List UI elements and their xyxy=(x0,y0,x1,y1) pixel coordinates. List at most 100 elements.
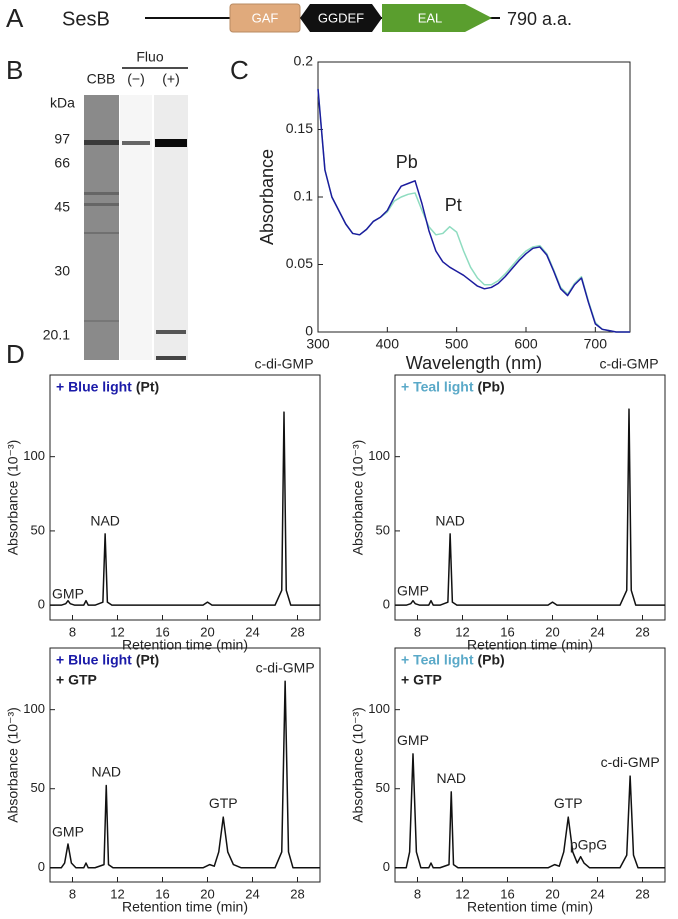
y-tick-label: 100 xyxy=(23,448,45,463)
y-axis-label: Absorbance xyxy=(257,149,277,245)
protein-name: SesB xyxy=(62,8,110,30)
marker-label: 97 xyxy=(54,131,70,147)
x-tick-label: 24 xyxy=(245,886,259,901)
y-tick-label: 0.05 xyxy=(286,255,313,271)
x-tick-label: 24 xyxy=(245,624,259,639)
x-axis-label: Retention time (min) xyxy=(122,637,248,653)
panel-label: D xyxy=(6,339,25,369)
annotation: GTP xyxy=(554,795,583,811)
y-tick-label: 0 xyxy=(38,597,45,612)
marker-label: 45 xyxy=(54,199,70,215)
x-tick-label: 28 xyxy=(635,624,649,639)
chart-title-suffix: (Pb) xyxy=(477,652,504,668)
y-tick-label: 100 xyxy=(23,701,45,716)
annotation: GMP xyxy=(397,582,429,598)
x-tick-label: 12 xyxy=(110,886,124,901)
chart-title-suffix: (Pt) xyxy=(136,379,159,395)
x-tick-label: 24 xyxy=(590,624,604,639)
annotation: GMP xyxy=(397,732,429,748)
annotation: c-di-GMP xyxy=(256,659,315,675)
x-tick-label: 28 xyxy=(290,624,304,639)
domain-label: GAF xyxy=(252,10,279,25)
annotation: Pt xyxy=(445,195,462,215)
y-tick-label: 0.1 xyxy=(294,188,314,204)
lane-label: CBB xyxy=(87,71,116,87)
y-tick-label: 0.15 xyxy=(286,120,313,136)
x-tick-label: 700 xyxy=(584,336,608,352)
annotation: GMP xyxy=(52,585,84,601)
protein-length: 790 a.a. xyxy=(507,9,572,29)
x-tick-label: 8 xyxy=(69,886,76,901)
y-tick-label: 50 xyxy=(31,780,45,795)
x-tick-label: 16 xyxy=(500,886,514,901)
x-axis-label: Retention time (min) xyxy=(122,899,248,915)
plot-frame xyxy=(394,374,666,621)
chromatogram-line xyxy=(395,753,665,869)
chart-subtitle: + GTP xyxy=(401,672,442,688)
y-tick-label: 0 xyxy=(305,323,313,339)
x-axis-label: Retention time (min) xyxy=(467,637,593,653)
x-tick-label: 20 xyxy=(545,624,559,639)
y-tick-label: 0 xyxy=(383,597,390,612)
annotation: c-di-GMP xyxy=(599,355,658,371)
x-tick-label: 28 xyxy=(290,886,304,901)
x-tick-label: 16 xyxy=(500,624,514,639)
ggdef-domain xyxy=(300,4,382,32)
x-tick-label: 20 xyxy=(200,886,214,901)
y-tick-label: 50 xyxy=(376,522,390,537)
x-tick-label: 400 xyxy=(376,336,400,352)
x-tick-label: 16 xyxy=(155,624,169,639)
annotation: NAD xyxy=(90,513,120,529)
x-tick-label: 16 xyxy=(155,886,169,901)
domain-label: GGDEF xyxy=(318,10,364,25)
spectrum-line xyxy=(317,88,630,333)
x-tick-label: 8 xyxy=(69,624,76,639)
x-tick-label: 20 xyxy=(200,624,214,639)
panel-label: A xyxy=(6,3,24,33)
x-axis-label: Retention time (min) xyxy=(467,899,593,915)
marker-label: 20.1 xyxy=(43,327,70,343)
annotation: pGpG xyxy=(570,836,607,852)
y-axis-label: Absorbance (10⁻³) xyxy=(350,440,366,556)
marker-label: 66 xyxy=(54,155,70,171)
chart-title-suffix: (Pb) xyxy=(477,379,504,395)
chromatogram-line xyxy=(50,411,320,606)
plot-frame xyxy=(394,647,666,883)
x-tick-label: 20 xyxy=(545,886,559,901)
y-tick-label: 0 xyxy=(38,859,45,874)
x-tick-label: 28 xyxy=(635,886,649,901)
chart-title: + Teal light xyxy=(401,652,474,668)
x-tick-label: 12 xyxy=(455,886,469,901)
x-tick-label: 24 xyxy=(590,886,604,901)
annotation: c-di-GMP xyxy=(601,754,660,770)
chart-title: + Blue light xyxy=(56,379,132,395)
plot-frame xyxy=(49,647,321,883)
chart-title: + Teal light xyxy=(401,379,474,395)
chromatogram-line xyxy=(395,408,665,606)
plot-frame xyxy=(317,61,631,333)
annotation: c-di-GMP xyxy=(254,355,313,371)
spectrum-line xyxy=(317,88,630,333)
plot-frame xyxy=(49,374,321,621)
annotation: NAD xyxy=(436,770,466,786)
chromatogram-line xyxy=(50,680,320,869)
x-tick-label: 12 xyxy=(110,624,124,639)
marker-label: 30 xyxy=(54,263,70,279)
chart-title: + Blue light xyxy=(56,652,132,668)
y-tick-label: 100 xyxy=(368,701,390,716)
gel-image xyxy=(84,95,188,360)
y-axis-label: Absorbance (10⁻³) xyxy=(350,707,366,823)
annotation: GTP xyxy=(209,795,238,811)
unit-label: kDa xyxy=(50,95,75,111)
y-axis-label: Absorbance (10⁻³) xyxy=(5,707,21,823)
x-tick-label: 8 xyxy=(414,886,421,901)
lane-label: (+) xyxy=(162,71,180,87)
x-tick-label: 300 xyxy=(306,336,330,352)
annotation: NAD xyxy=(91,764,121,780)
panel-label: B xyxy=(6,55,23,85)
chart-title-suffix: (Pt) xyxy=(136,652,159,668)
y-tick-label: 0.2 xyxy=(294,53,314,69)
y-tick-label: 50 xyxy=(31,522,45,537)
x-axis-label: Wavelength (nm) xyxy=(406,353,542,373)
